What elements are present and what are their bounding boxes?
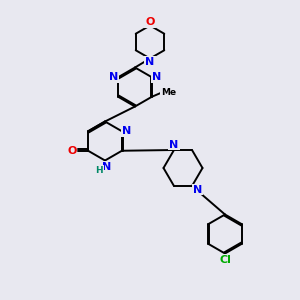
Text: Cl: Cl [219, 255, 231, 265]
Text: O: O [67, 146, 76, 156]
Text: N: N [193, 184, 202, 195]
Text: N: N [152, 72, 161, 82]
Text: N: N [169, 140, 178, 150]
Text: N: N [146, 57, 154, 67]
Text: N: N [122, 126, 131, 136]
Text: O: O [145, 17, 155, 27]
Text: Me: Me [161, 88, 176, 97]
Text: N: N [102, 161, 111, 172]
Text: N: N [109, 72, 118, 82]
Text: H: H [95, 166, 103, 175]
